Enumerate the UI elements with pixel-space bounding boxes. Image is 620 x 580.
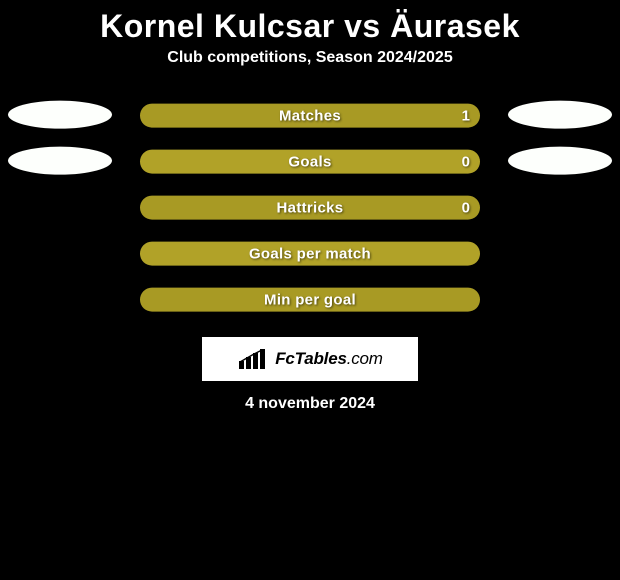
stat-label: Goals per match — [249, 245, 371, 262]
player-left-ellipse — [8, 147, 112, 175]
stat-bar: Matches 1 — [140, 104, 480, 128]
date-text: 4 november 2024 — [0, 395, 620, 413]
logo-name: FcTables — [275, 349, 346, 368]
stat-bar: Hattricks 0 — [140, 196, 480, 220]
stat-bar: Goals 0 — [140, 150, 480, 174]
stat-row: Goals per match — [0, 233, 620, 279]
player-left-ellipse — [8, 101, 112, 129]
stat-row: Hattricks 0 — [0, 187, 620, 233]
stat-label: Goals — [288, 153, 331, 170]
player-right-ellipse — [508, 101, 612, 129]
stat-row: Min per goal — [0, 279, 620, 325]
stat-label: Min per goal — [264, 291, 356, 308]
logo-text: FcTables.com — [275, 349, 383, 369]
subtitle: Club competitions, Season 2024/2025 — [0, 49, 620, 95]
stat-value: 0 — [462, 199, 470, 216]
comparison-card: Kornel Kulcsar vs Äurasek Club competiti… — [0, 0, 620, 580]
stat-bar: Min per goal — [140, 288, 480, 312]
logo-tld: .com — [347, 349, 383, 368]
stat-bar: Goals per match — [140, 242, 480, 266]
bars-icon — [237, 347, 271, 371]
stat-row: Goals 0 — [0, 141, 620, 187]
logo: FcTables.com — [237, 347, 383, 371]
page-title: Kornel Kulcsar vs Äurasek — [0, 0, 620, 49]
stat-label: Hattricks — [277, 199, 344, 216]
stat-value: 0 — [462, 153, 470, 170]
stat-value: 1 — [462, 107, 470, 124]
stat-row: Matches 1 — [0, 95, 620, 141]
logo-box[interactable]: FcTables.com — [202, 337, 418, 381]
stat-label: Matches — [279, 107, 341, 124]
stat-rows: Matches 1 Goals 0 Hattricks 0 Goals per match M… — [0, 95, 620, 325]
player-right-ellipse — [508, 147, 612, 175]
